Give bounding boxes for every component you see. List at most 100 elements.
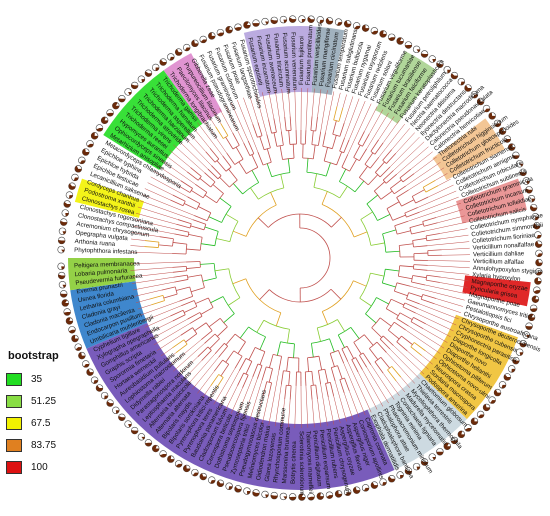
tip-branch: [334, 381, 347, 422]
tip-branch: [262, 396, 269, 424]
bootstrap-pie-slice: [101, 116, 109, 124]
bootstrap-pie-slice: [416, 49, 420, 53]
internal-branch: [374, 361, 384, 374]
clade-sector: [462, 275, 531, 307]
tip-branch: [440, 276, 469, 282]
legend-item: 100: [6, 456, 90, 478]
node-arc: [410, 342, 415, 348]
internal-branch: [394, 290, 408, 297]
bootstrap-pie-slice: [131, 84, 139, 89]
internal-branch: [337, 365, 343, 379]
tip-branch: [207, 114, 216, 127]
internal-branch: [324, 369, 329, 384]
bootstrap-pie-slice: [483, 404, 490, 411]
bootstrap-pie-ring: [57, 15, 543, 501]
tip-branch: [268, 370, 280, 426]
tip-branch: [389, 136, 420, 168]
bootstrap-pie-slice: [471, 417, 478, 425]
tip-branch: [366, 367, 389, 404]
tip-branch: [157, 165, 181, 181]
bootstrap-pie-slice: [152, 445, 160, 452]
bootstrap-pie-slice: [79, 160, 86, 164]
node-arc: [359, 177, 369, 186]
internal-branch: [280, 370, 284, 385]
bootstrap-pie-slice: [210, 480, 216, 484]
node-arc: [205, 322, 213, 331]
bootstrap-pie-slice: [115, 410, 120, 414]
internal-branch: [275, 312, 282, 327]
internal-branch: [379, 317, 392, 327]
internal-branch: [184, 306, 198, 313]
internal-branch: [198, 206, 211, 214]
node-arc: [213, 263, 217, 279]
internal-branch: [190, 287, 205, 293]
bootstrap-pie-slice: [436, 451, 444, 456]
internal-branch: [412, 275, 427, 279]
tip-branch: [255, 93, 268, 135]
node-arc: [222, 296, 235, 314]
internal-branch: [365, 313, 377, 324]
internal-branch: [336, 151, 343, 166]
internal-branch: [219, 176, 230, 188]
internal-branch: [426, 233, 440, 237]
bootstrap-pie-slice: [326, 495, 333, 499]
internal-branch: [205, 151, 216, 163]
internal-branch: [374, 142, 384, 155]
internal-branch: [194, 215, 208, 222]
internal-branch: [276, 341, 281, 356]
node-arc: [214, 333, 220, 340]
bootstrap-pie-slice: [344, 20, 352, 28]
bootstrap-pie-slice: [234, 486, 242, 493]
tip-branch: [421, 355, 433, 365]
internal-branch: [382, 282, 396, 288]
node-arc: [318, 368, 325, 371]
internal-branch: [188, 234, 203, 238]
node-arc: [379, 335, 384, 340]
internal-branch: [332, 120, 337, 135]
tip-branch: [437, 215, 465, 223]
internal-branch: [202, 277, 217, 282]
internal-branch: [195, 183, 208, 193]
tip-branch: [153, 170, 179, 186]
bootstrap-legend: bootstrap 35 51.25 67.5 83.75 100: [6, 350, 90, 478]
bootstrap-pie-slice: [183, 465, 191, 472]
clade-sector: [311, 26, 345, 96]
internal-branch: [189, 315, 203, 324]
internal-branch: [250, 187, 259, 200]
internal-branch: [382, 229, 397, 235]
internal-branch: [204, 172, 216, 183]
node-arc: [331, 365, 338, 369]
internal-branch: [192, 219, 206, 225]
legend-item: 51.25: [6, 390, 90, 412]
tip-branch: [197, 122, 223, 157]
bootstrap-pie-slice: [379, 30, 387, 38]
internal-branch: [238, 161, 247, 174]
clade-sector: [103, 70, 203, 171]
tip-branch: [333, 395, 341, 424]
tip-branch: [391, 128, 411, 150]
node-arc: [249, 153, 255, 156]
internal-branch: [232, 278, 246, 285]
internal-branch: [322, 132, 326, 147]
internal-branch: [422, 217, 437, 222]
tip-branch: [410, 286, 465, 301]
internal-branch: [396, 341, 408, 352]
bootstrap-pie-slice: [353, 486, 361, 494]
bootstrap-pie-slice: [74, 165, 82, 173]
tip-branch: [428, 184, 454, 198]
tip-branch: [134, 289, 162, 297]
bootstrap-pie-slice: [217, 32, 224, 37]
internal-branch: [204, 194, 217, 204]
bootstrap-pie-slice: [68, 329, 76, 334]
tip-branch: [130, 245, 145, 247]
bootstrap-pie-slice: [106, 401, 114, 407]
internal-branch: [413, 317, 426, 325]
bootstrap-pie-slice: [301, 19, 306, 23]
bootstrap-pie-slice: [234, 27, 242, 31]
tip-branch: [219, 108, 233, 134]
tip-branch: [347, 103, 372, 155]
internal-branch: [338, 107, 344, 122]
legend-item: 35: [6, 368, 90, 390]
bootstrap-pie-slice: [118, 98, 126, 103]
